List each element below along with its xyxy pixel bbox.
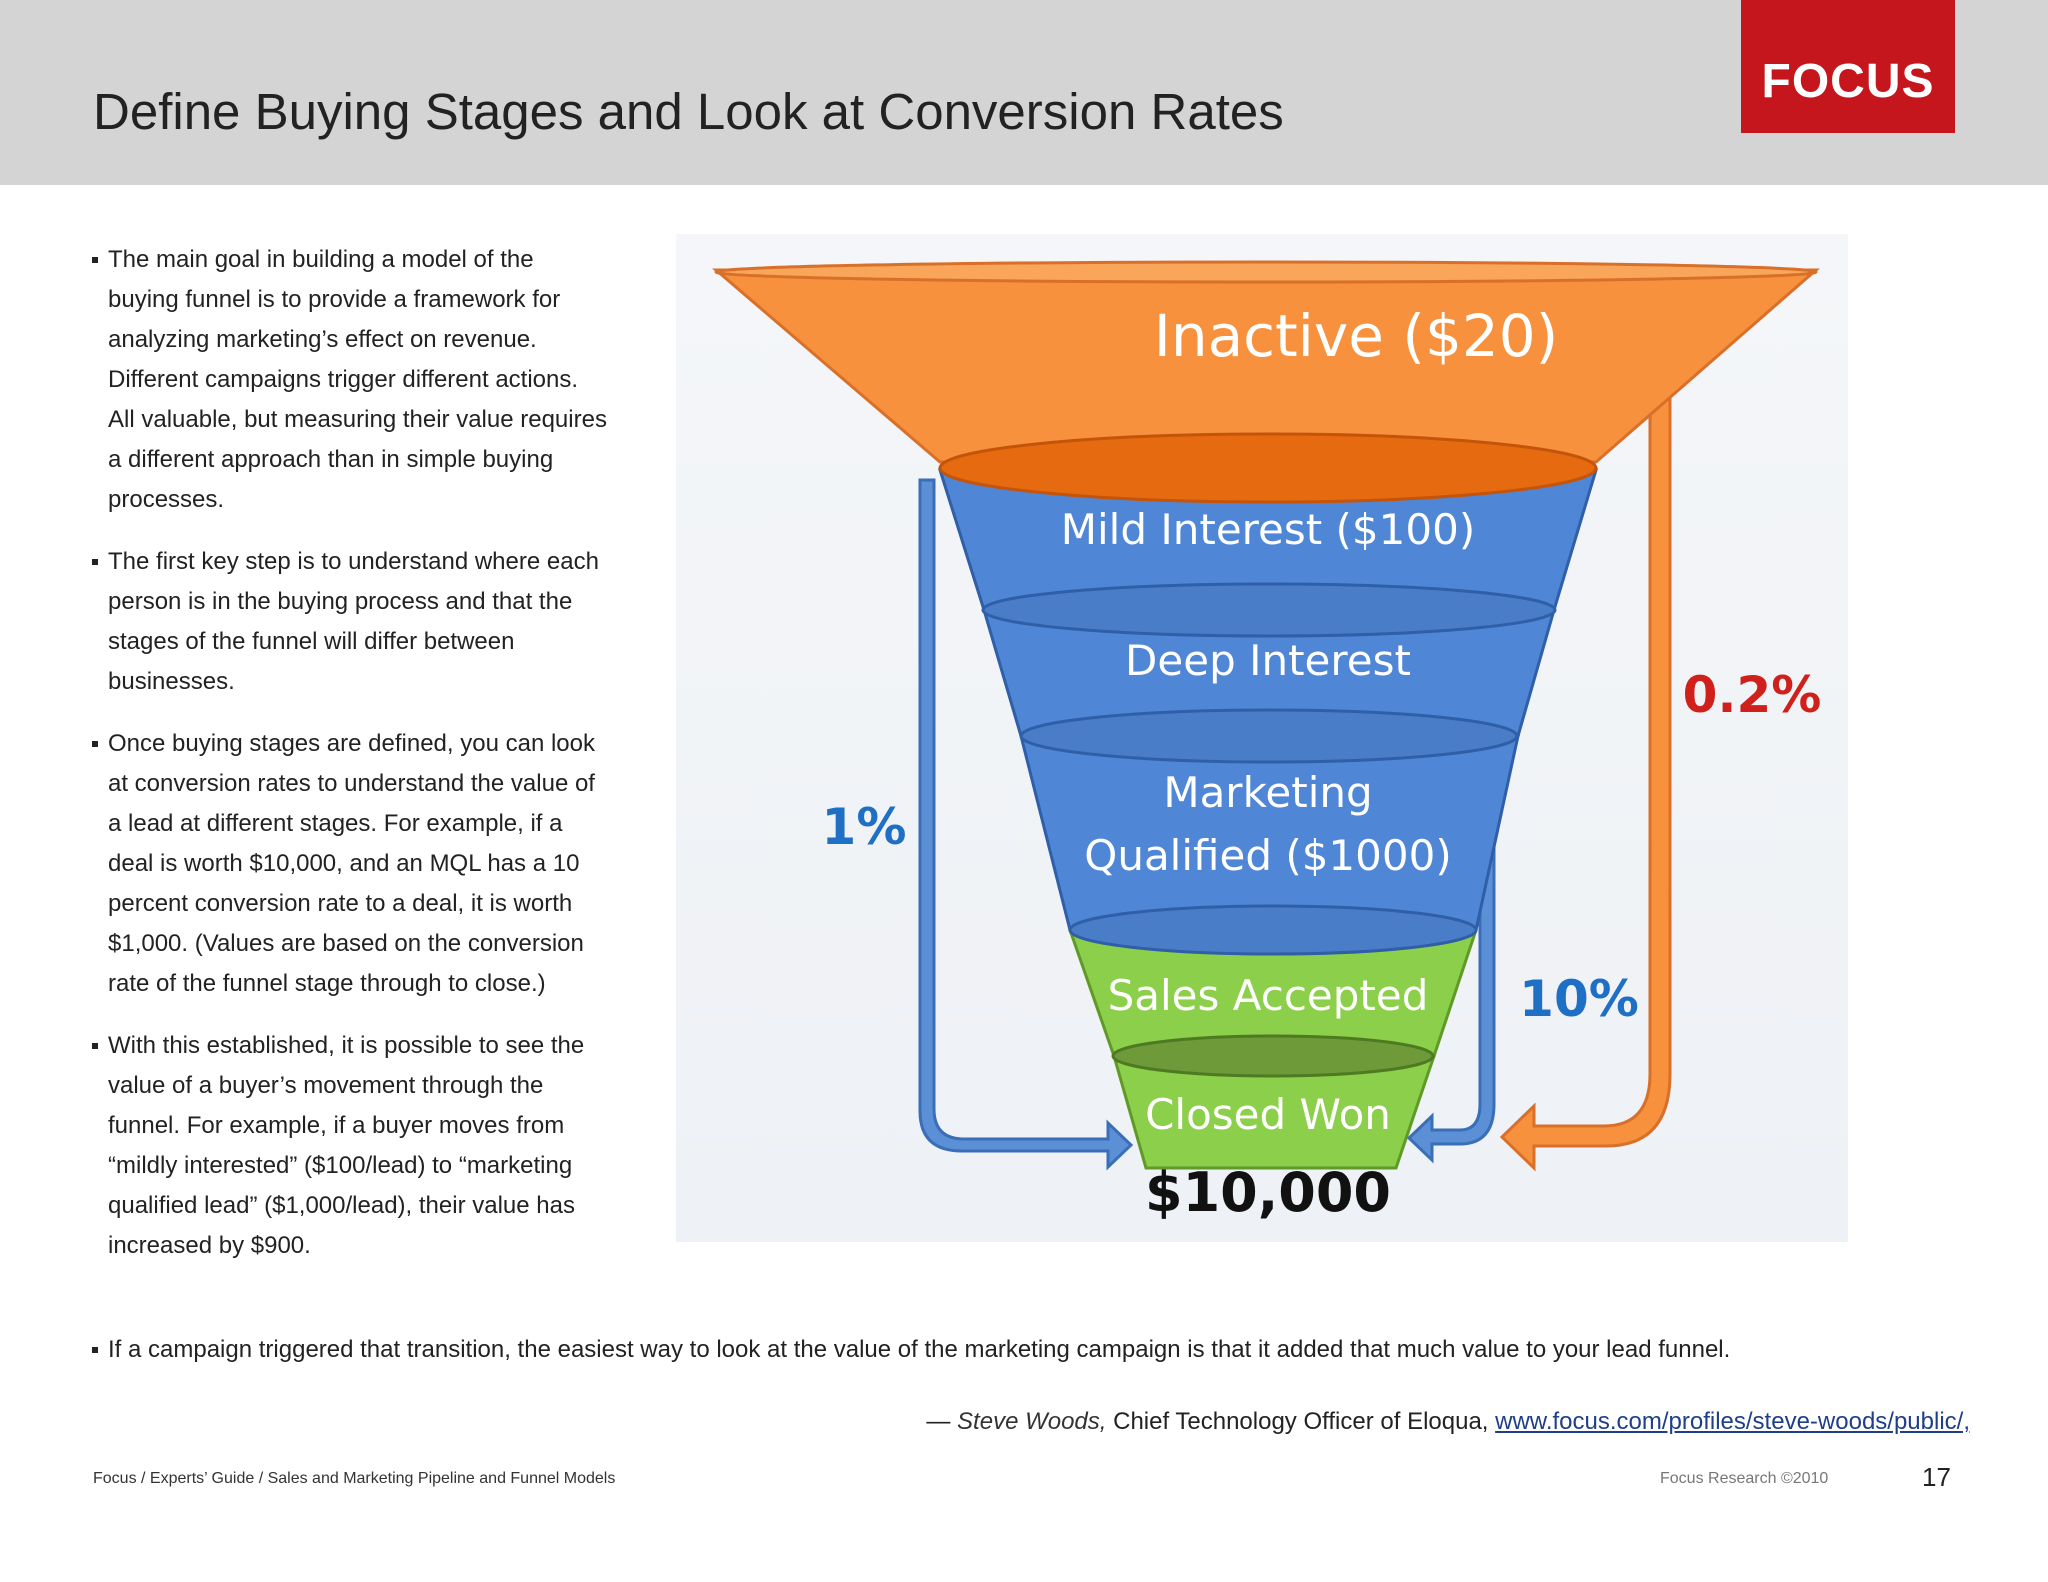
deal-value-label: $10,000 [1145,1161,1391,1224]
arrow-02pct-icon [1499,382,1672,1172]
quote-dash: — [926,1408,958,1435]
bullet-item: Once buying stages are defined, you can … [90,724,610,1004]
page-title: Define Buying Stages and Look at Convers… [93,83,1284,140]
header-bar: Define Buying Stages and Look at Convers… [0,0,2048,185]
stage-mql-label-line1: Marketing [1163,768,1372,817]
stage-inactive-label: Inactive ($20) [1154,302,1559,370]
focus-logo[interactable]: FOCUS [1741,0,1955,133]
page-number: 17 [1922,1462,1951,1492]
attribution-quote: — Steve Woods, Chief Technology Officer … [926,1408,1970,1436]
quote-author: Steve Woods, [957,1408,1107,1435]
bullet-list: The main goal in building a model of the… [90,240,610,1288]
bullet-item: The first key step is to understand wher… [90,542,610,702]
footer-breadcrumb: Focus / Experts’ Guide / Sales and Marke… [93,1470,616,1487]
profile-link[interactable]: www.focus.com/profiles/steve-woods/publi… [1495,1408,1970,1435]
funnel-diagram: Inactive ($20) Mild Interest ($100) Deep… [676,234,1848,1242]
bullet-item: The main goal in building a model of the… [90,240,610,520]
logo-text: FOCUS [1761,55,1935,108]
bullet-item-wide: If a campaign triggered that transition,… [90,1330,2008,1370]
bullet-item: With this established, it is possible to… [90,1026,610,1266]
stage-mild-label: Mild Interest ($100) [1061,505,1475,554]
rate-10pct-label: 10% [1519,970,1639,1028]
stage-mql-label-line2: Qualified ($1000) [1084,831,1451,880]
quote-role: Chief Technology Officer of Eloqua, [1106,1408,1496,1435]
stage-sales-label: Sales Accepted [1108,971,1429,1020]
footer-copyright: Focus Research ©2010 [1660,1470,1829,1487]
rate-1pct-label: 1% [822,798,907,856]
stage-deep-label: Deep Interest [1125,636,1411,685]
stage-closed-label: Closed Won [1145,1090,1391,1139]
arrow-1pct-icon [918,478,1134,1171]
rate-02pct-label: 0.2% [1683,666,1822,724]
